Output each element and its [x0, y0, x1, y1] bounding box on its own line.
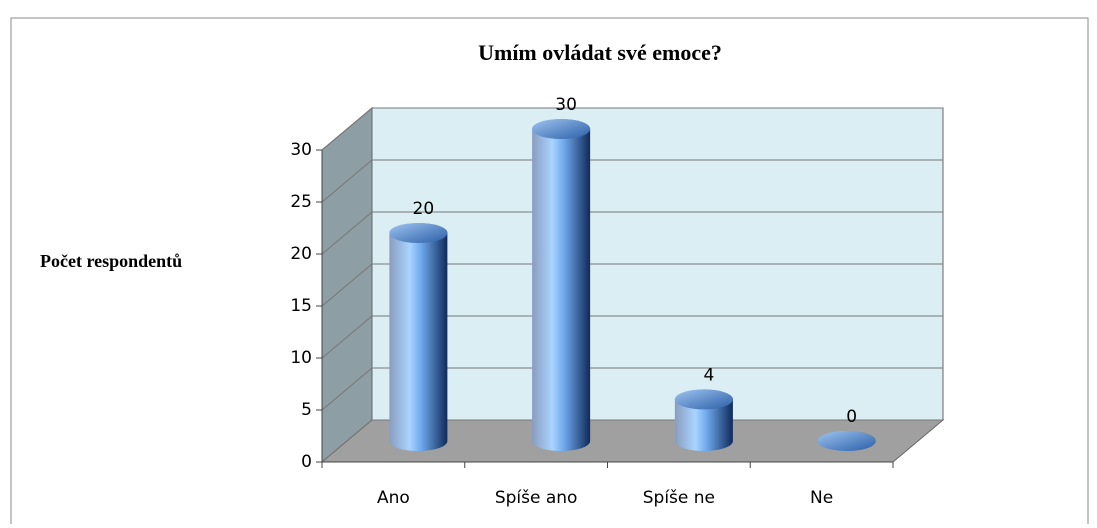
cylinder [532, 119, 591, 452]
grid-line [321, 263, 373, 307]
x-tick-label: Ne [810, 488, 833, 508]
y-tick-label: 30 [290, 140, 312, 160]
y-tick-label: 15 [290, 296, 312, 316]
grid-line [321, 107, 373, 151]
chart-title: Umím ovládat své emoce? [478, 40, 722, 65]
y-axis-label: Počet respondentů [40, 251, 182, 271]
y-tick-label: 5 [301, 400, 312, 420]
value-label: 0 [846, 407, 857, 427]
cylinder-top [389, 223, 448, 243]
cylinder-top [817, 431, 876, 451]
value-label: 4 [703, 365, 714, 385]
cylinder-top [674, 389, 733, 410]
y-tick-label: 0 [301, 452, 312, 472]
y-tick-label: 25 [290, 192, 312, 212]
y-tick-label: 20 [290, 244, 312, 264]
grid-line [321, 211, 373, 255]
y-tick-label: 10 [290, 348, 312, 368]
grid-line [321, 159, 373, 203]
cylinder [389, 223, 448, 452]
grid-line [321, 315, 373, 359]
cylinder-top [532, 119, 591, 139]
x-tick-label: Spíše ano [495, 488, 578, 508]
x-tick-label: Spíše ne [643, 488, 715, 508]
grid-line [321, 419, 373, 463]
x-tick-label: Ano [377, 488, 410, 508]
value-label: 20 [413, 199, 435, 219]
grid-line [321, 367, 373, 411]
value-label: 30 [555, 95, 577, 115]
